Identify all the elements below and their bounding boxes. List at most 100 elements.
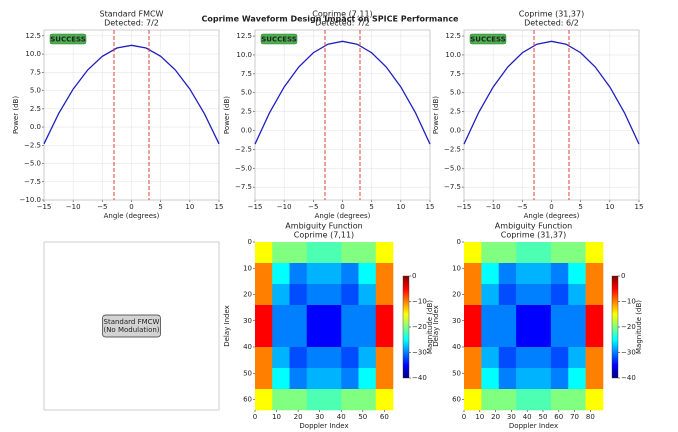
note-text: (No Modulation) — [103, 326, 159, 334]
heat-cell — [341, 347, 359, 369]
heat-cell — [498, 284, 517, 306]
heat-cell — [324, 242, 342, 264]
x-tick-label: −5 — [308, 203, 318, 211]
heat-cell — [358, 347, 377, 369]
x-tick-label: −5 — [517, 203, 527, 211]
plot-frame — [463, 29, 640, 201]
plot-subtitle: Detected: 7/2 — [315, 19, 370, 28]
heat-cell — [533, 305, 552, 327]
heat-cell — [550, 347, 569, 369]
heat-cell — [306, 347, 325, 369]
heat-cell — [464, 242, 482, 264]
heat-cell — [481, 326, 500, 348]
figure-title: Coprime Waveform Design Impact on SPICE … — [202, 15, 460, 24]
heat-cell — [358, 284, 377, 306]
heat-cell — [533, 263, 552, 285]
heat-cell — [255, 326, 273, 348]
x-tick-label: −15 — [457, 203, 472, 211]
heat-cell — [585, 347, 604, 369]
heat-cell — [516, 242, 534, 264]
heat-cell — [550, 263, 569, 285]
heat-cell — [375, 242, 394, 264]
heat-cell — [341, 263, 359, 285]
y-axis-label: Delay Index — [223, 305, 231, 347]
y-tick-label: 7.5 — [450, 70, 461, 78]
plot-subtitle: Detected: 6/2 — [524, 19, 579, 28]
y-tick-label: 20 — [243, 291, 252, 299]
heat-cell — [255, 242, 273, 264]
y-tick-label: 60 — [243, 396, 252, 404]
heat-cell — [272, 305, 290, 327]
x-tick-label: 40 — [523, 413, 532, 421]
heat-cell — [533, 326, 552, 348]
y-tick-label: −7.5 — [235, 183, 252, 191]
x-tick-label: 0 — [253, 413, 257, 421]
heat-cell — [568, 263, 586, 285]
plot-title: Coprime (31,37) — [519, 10, 584, 19]
x-tick-label: 0 — [340, 203, 344, 211]
heat-cell — [341, 368, 359, 390]
y-tick-label: 10.0 — [236, 51, 252, 59]
heat-cell — [341, 389, 359, 411]
heat-cell — [550, 326, 569, 348]
colorbar-tick-label: −30 — [621, 349, 636, 357]
heat-cell — [289, 242, 308, 264]
x-axis-label: Doppler Index — [299, 422, 348, 430]
heat-cell — [341, 242, 359, 264]
heat-cell — [533, 284, 552, 306]
y-tick-label: 0 — [457, 238, 461, 246]
heat-cell — [255, 284, 273, 306]
heat-cell — [255, 263, 273, 285]
plot-subtitle: Coprime (7,11) — [294, 231, 354, 240]
heat-cell — [516, 326, 534, 348]
heat-cell — [533, 242, 552, 264]
y-tick-label: 5.0 — [450, 89, 461, 97]
colorbar-tick-label: −10 — [412, 298, 427, 306]
heat-cell — [375, 368, 394, 390]
y-tick-label: 12.5 — [25, 32, 41, 40]
heat-cell — [464, 305, 482, 327]
x-tick-label: 0 — [549, 203, 553, 211]
y-tick-label: 7.5 — [30, 68, 41, 76]
y-tick-label: 7.5 — [241, 70, 252, 78]
y-tick-label: 2.5 — [241, 108, 252, 116]
heat-cell — [272, 263, 290, 285]
plot-title: Ambiguity Function — [495, 222, 572, 231]
plot-subtitle: Detected: 7/2 — [104, 19, 159, 28]
line-series — [463, 40, 640, 145]
heat-cell — [464, 326, 482, 348]
y-tick-label: −2.5 — [235, 145, 252, 153]
heat-cell — [568, 242, 586, 264]
x-tick-label: 70 — [570, 413, 579, 421]
heat-cell — [516, 347, 534, 369]
colorbar-tick-label: 0 — [621, 272, 625, 280]
x-tick-label: 80 — [586, 413, 595, 421]
x-axis-label: Angle (degrees) — [104, 212, 160, 220]
y-tick-label: −5.0 — [235, 164, 252, 172]
heat-cell — [289, 326, 308, 348]
heat-cell — [464, 389, 482, 411]
heat-cell — [358, 263, 377, 285]
heat-cell — [255, 347, 273, 369]
status-text: SUCCESS — [50, 36, 86, 44]
colorbar-tick-label: 0 — [412, 272, 416, 280]
heat-cell — [550, 368, 569, 390]
heat-cell — [375, 263, 394, 285]
x-tick-label: 30 — [315, 413, 324, 421]
heat-cell — [516, 389, 534, 411]
x-tick-label: 60 — [380, 413, 389, 421]
y-tick-label: 40 — [452, 343, 461, 351]
heat-cell — [568, 326, 586, 348]
x-tick-label: −5 — [97, 203, 107, 211]
heat-cell — [464, 263, 482, 285]
heat-cell — [324, 347, 342, 369]
heat-cell — [464, 368, 482, 390]
heat-cell — [272, 389, 290, 411]
heat-cell — [585, 242, 604, 264]
heat-cell — [341, 305, 359, 327]
heat-cell — [585, 284, 604, 306]
x-tick-label: 40 — [337, 413, 346, 421]
x-tick-label: 5 — [369, 203, 373, 211]
heat-cell — [306, 305, 325, 327]
heat-cell — [568, 305, 586, 327]
